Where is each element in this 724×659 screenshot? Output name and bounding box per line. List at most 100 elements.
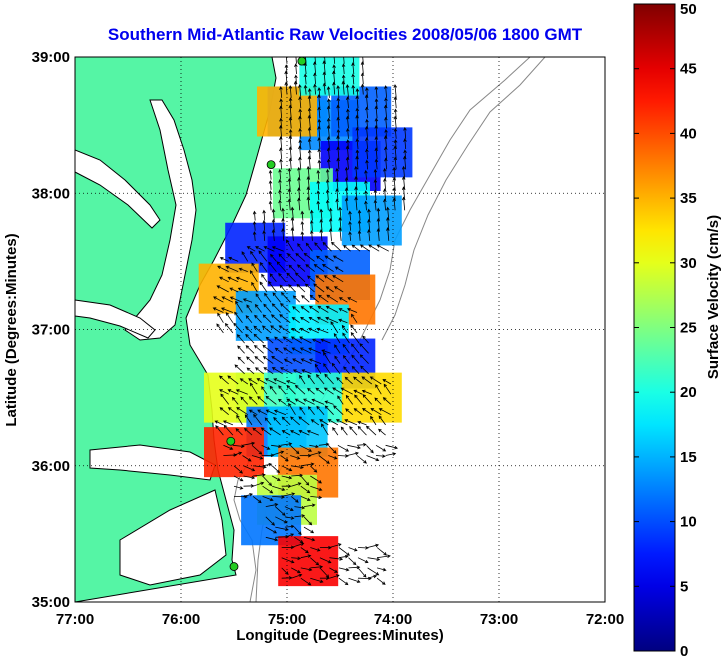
- current-vector: [341, 324, 348, 334]
- current-vector: [341, 63, 346, 75]
- current-vector: [279, 147, 283, 160]
- current-vector: [343, 244, 351, 252]
- current-vector: [330, 321, 339, 334]
- current-vector: [263, 367, 274, 375]
- current-vector: [310, 495, 323, 500]
- current-vector: [280, 291, 291, 303]
- current-vector: [345, 145, 350, 160]
- current-vector: [335, 198, 339, 211]
- current-vector: [286, 380, 296, 385]
- current-vector: [319, 229, 324, 241]
- current-vector: [262, 314, 272, 323]
- current-vector: [325, 316, 339, 324]
- current-vector: [317, 159, 322, 170]
- current-vector: [265, 395, 277, 405]
- current-vector: [279, 136, 283, 150]
- current-vector: [321, 423, 329, 436]
- current-vector: [327, 98, 331, 109]
- current-vector: [300, 358, 312, 364]
- current-vector: [361, 389, 372, 395]
- current-vector: [238, 267, 248, 272]
- current-vector: [392, 177, 397, 190]
- current-vector: [335, 178, 339, 190]
- current-vector: [332, 387, 344, 395]
- current-vector: [386, 216, 390, 231]
- current-vector: [336, 135, 340, 150]
- current-vector: [264, 378, 277, 385]
- current-vector: [225, 265, 239, 272]
- current-vector: [354, 176, 358, 190]
- current-vector: [278, 385, 287, 395]
- current-vector: [353, 376, 363, 385]
- current-vector: [333, 405, 344, 415]
- current-vector: [228, 256, 239, 262]
- current-vector: [263, 246, 275, 252]
- current-vector: [229, 296, 243, 303]
- current-vector: [338, 227, 342, 241]
- current-vector: [331, 362, 341, 375]
- current-vector: [326, 105, 331, 119]
- current-vector: [347, 297, 358, 303]
- current-vector: [253, 333, 264, 344]
- current-vector: [376, 228, 381, 241]
- current-vector: [297, 243, 304, 252]
- current-vector: [359, 244, 370, 252]
- current-vector: [281, 557, 295, 564]
- current-vector: [333, 332, 341, 344]
- current-vector: [221, 296, 234, 303]
- current-vector: [316, 200, 321, 211]
- current-vector: [374, 136, 379, 150]
- current-vector: [316, 316, 329, 324]
- current-vector: [383, 178, 387, 190]
- current-vector: [215, 425, 224, 436]
- current-vector: [376, 567, 387, 572]
- current-vector: [288, 402, 296, 415]
- current-vector: [290, 455, 301, 460]
- current-vector: [252, 210, 257, 221]
- current-vector: [351, 73, 355, 85]
- current-vector: [286, 398, 296, 405]
- velocity-patch: [204, 427, 264, 478]
- current-vector: [271, 444, 282, 449]
- current-vector: [291, 347, 302, 354]
- current-vector: [279, 284, 287, 293]
- current-vector: [354, 196, 358, 211]
- current-vector: [274, 347, 284, 354]
- current-vector: [264, 417, 272, 426]
- current-vector: [301, 295, 310, 303]
- current-vector: [364, 125, 369, 139]
- current-vector: [385, 452, 397, 456]
- current-vector: [357, 546, 369, 550]
- current-vector: [320, 338, 331, 344]
- current-vector: [350, 332, 360, 344]
- current-vector: [298, 127, 302, 139]
- current-vector: [300, 210, 305, 221]
- current-vector: [356, 442, 367, 447]
- current-vector: [319, 557, 332, 564]
- current-vector: [273, 378, 287, 385]
- current-vector: [217, 312, 224, 323]
- current-vector: [243, 465, 256, 472]
- current-vector: [297, 177, 301, 190]
- current-vector: [319, 545, 332, 550]
- current-vector: [333, 57, 336, 64]
- current-vector: [319, 576, 330, 580]
- current-vector: [376, 244, 389, 252]
- current-vector: [318, 455, 330, 464]
- shore-station-marker: [297, 57, 307, 66]
- current-vector: [300, 577, 312, 586]
- current-vector: [231, 396, 239, 405]
- current-vector: [300, 554, 312, 559]
- current-vector: [310, 230, 314, 241]
- current-vector: [307, 374, 315, 385]
- current-vector: [401, 196, 406, 211]
- current-vector: [357, 219, 362, 231]
- current-vector: [237, 345, 245, 354]
- current-vector: [249, 382, 258, 395]
- current-vector: [281, 228, 285, 241]
- current-vector: [296, 283, 306, 293]
- current-vector: [317, 294, 329, 303]
- y-tick-label: 38:00: [32, 185, 70, 202]
- current-vector: [360, 72, 365, 85]
- current-vector: [338, 318, 348, 324]
